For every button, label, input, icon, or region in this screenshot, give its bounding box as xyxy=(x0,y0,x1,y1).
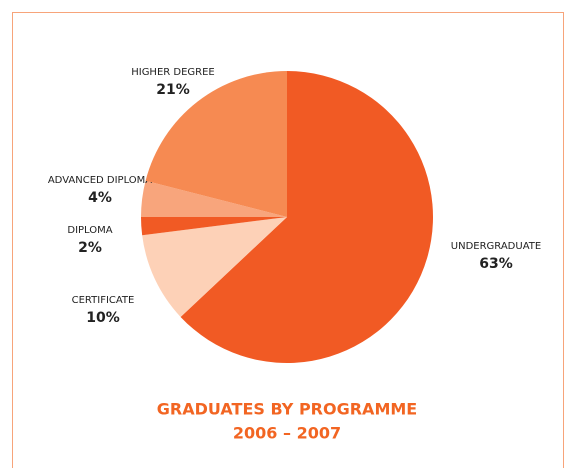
slice-label: ADVANCED DIPLOMA xyxy=(48,175,152,186)
value-label: 21% xyxy=(156,82,190,98)
frame xyxy=(12,12,564,468)
slice-label: CERTIFICATE xyxy=(72,295,135,306)
slice-label: DIPLOMA xyxy=(67,225,112,236)
slice-label: HIGHER DEGREE xyxy=(131,67,215,78)
slice-label: UNDERGRADUATE xyxy=(451,241,541,252)
pie-slice xyxy=(180,71,433,363)
chart-subtitle: 2006 – 2007 xyxy=(233,424,341,443)
pie-slice xyxy=(145,70,287,217)
pie-slice xyxy=(141,180,287,217)
value-label: 4% xyxy=(88,190,112,206)
pie-slice xyxy=(141,217,287,236)
value-label: 63% xyxy=(479,256,513,272)
pie-slice xyxy=(142,217,287,317)
chart-title: GRADUATES BY PROGRAMME xyxy=(157,400,417,419)
value-label: 10% xyxy=(86,310,120,326)
value-label: 2% xyxy=(78,240,102,256)
